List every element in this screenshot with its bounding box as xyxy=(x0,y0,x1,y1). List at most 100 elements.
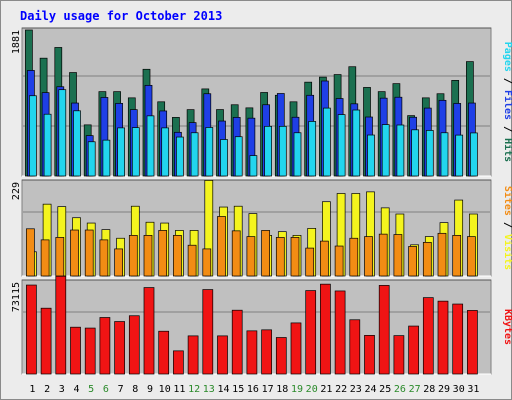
kbytes-bar xyxy=(452,303,464,375)
legend-pages: Pages xyxy=(502,42,512,72)
legend-sites: Sites xyxy=(502,186,512,216)
pages-bar xyxy=(220,139,228,177)
sites-bar xyxy=(320,240,329,277)
sites-bar xyxy=(422,241,432,277)
day-label: 20 xyxy=(306,384,318,395)
pages-bar xyxy=(278,125,287,177)
pages-bar xyxy=(73,110,81,177)
sites-bar xyxy=(246,236,256,277)
day-label: 26 xyxy=(394,384,406,395)
day-label: 30 xyxy=(453,384,465,395)
kbytes-bar xyxy=(349,319,361,375)
day-label: 12 xyxy=(188,384,200,395)
day-label: 24 xyxy=(364,384,376,395)
kbytes-bar xyxy=(173,350,184,375)
sites-bar xyxy=(55,237,65,277)
kbytes-bar xyxy=(70,326,81,375)
kbytes-bar xyxy=(261,329,272,375)
sites-bar xyxy=(99,239,109,277)
legend-sep: / xyxy=(502,72,512,90)
kbytes-bar xyxy=(305,290,317,375)
kbytes-bar xyxy=(114,321,125,375)
day-label: 11 xyxy=(173,384,185,395)
sites-bar xyxy=(70,229,79,277)
visits-ymax-label: 229 xyxy=(11,182,22,200)
sites-bar xyxy=(378,233,388,277)
kbytes-bar xyxy=(158,330,170,375)
day-label: 7 xyxy=(118,384,124,395)
day-label: 4 xyxy=(73,384,79,395)
day-label: 21 xyxy=(320,384,332,395)
day-label: 31 xyxy=(467,384,479,395)
legend-sep: / xyxy=(502,120,512,138)
kbytes-bar xyxy=(467,310,478,375)
kbytes-bar xyxy=(187,335,199,375)
kbytes-bar xyxy=(408,325,419,375)
sites-bar xyxy=(261,230,270,277)
pages-bar xyxy=(455,134,464,177)
pages-bar xyxy=(308,121,317,177)
day-label: 29 xyxy=(438,384,450,395)
day-label: 9 xyxy=(147,384,153,395)
sites-bar xyxy=(290,237,300,277)
legend-hits: Hits xyxy=(502,138,512,162)
sites-bar xyxy=(437,232,447,277)
kbytes-bar xyxy=(99,317,111,375)
sites-bar xyxy=(202,248,212,277)
pages-bar xyxy=(205,127,214,177)
day-label: 8 xyxy=(132,384,138,395)
kbytes-ymax-label: 73115 xyxy=(11,282,22,312)
sites-bar xyxy=(26,228,35,277)
sites-bar xyxy=(158,230,168,277)
pages-bar xyxy=(176,136,184,177)
day-label: 25 xyxy=(379,384,391,395)
legend-visits: Visits xyxy=(502,234,512,270)
sites-bar xyxy=(408,246,417,277)
kbytes-bar xyxy=(84,327,96,375)
day-label: 14 xyxy=(217,384,229,395)
sites-bar xyxy=(231,230,241,277)
kbytes-bar xyxy=(422,297,434,375)
day-label: 27 xyxy=(409,384,421,395)
pages-bar xyxy=(131,127,140,177)
sites-bar xyxy=(364,236,373,277)
pages-bar xyxy=(264,125,272,177)
pages-bar xyxy=(43,113,52,177)
sites-bar xyxy=(275,237,285,277)
pages-bar xyxy=(29,95,37,177)
pages-bar xyxy=(190,132,199,177)
kbytes-bar xyxy=(55,275,67,375)
day-label: 5 xyxy=(88,384,94,395)
day-label: 2 xyxy=(44,384,50,395)
sites-bar xyxy=(84,229,94,277)
kbytes-bar xyxy=(437,300,449,375)
sites-bar xyxy=(114,248,123,277)
legend-files: Files xyxy=(502,90,512,120)
pages-bar xyxy=(337,114,346,177)
kbytes-bar xyxy=(202,289,214,375)
kbytes-bar xyxy=(334,290,346,375)
sites-bar xyxy=(305,247,315,277)
sites-bar xyxy=(349,237,359,277)
kbytes-bar xyxy=(143,287,155,375)
pages-bar xyxy=(470,132,478,177)
sites-bar xyxy=(143,235,153,277)
pages-bar xyxy=(323,107,331,177)
pages-bar xyxy=(293,132,302,177)
chart-title: Daily usage for October 2013 xyxy=(20,9,223,23)
legend-panel-3: KBytes xyxy=(502,309,512,345)
sites-bar xyxy=(40,239,50,277)
pages-bar xyxy=(425,130,434,177)
pages-bar xyxy=(440,132,449,177)
day-label: 16 xyxy=(247,384,259,395)
pages-bar xyxy=(352,109,361,177)
kbytes-bar xyxy=(364,335,375,375)
pages-bar xyxy=(381,124,390,177)
pages-bar xyxy=(102,139,111,177)
pages-bar xyxy=(411,129,419,177)
sites-bar xyxy=(393,234,403,277)
day-label: 6 xyxy=(103,384,109,395)
legend-sep: / xyxy=(502,216,512,234)
day-label: 18 xyxy=(276,384,288,395)
